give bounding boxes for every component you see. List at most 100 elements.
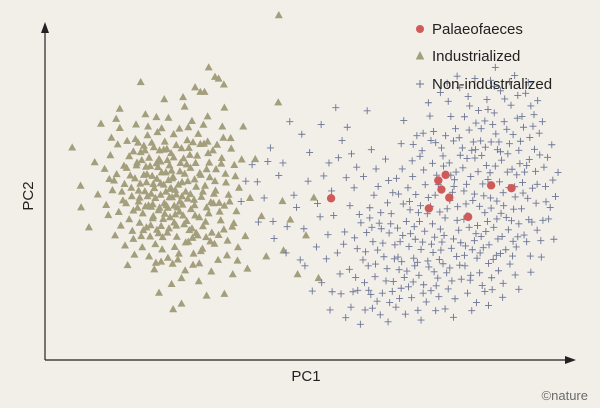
point-industrialized-226 [151,193,160,201]
point-industrialized-169 [215,198,224,206]
point-non-industrialized-368 [254,218,262,226]
point-non-industrialized-105 [495,178,503,186]
point-non-industrialized-91 [505,78,513,86]
point-non-industrialized-157 [337,290,345,298]
point-industrialized-146 [112,169,121,178]
point-non-industrialized-150 [435,293,443,301]
point-non-industrialized-65 [507,101,515,109]
point-non-industrialized-8 [463,154,471,162]
point-non-industrialized-365 [264,158,272,166]
point-industrialized-193 [184,237,193,245]
point-industrialized-129 [140,187,149,195]
point-industrialized-22 [179,92,188,101]
point-industrialized-238 [202,165,211,173]
point-non-industrialized-37 [377,225,385,233]
point-industrialized-160 [132,120,141,128]
point-non-industrialized-85 [266,144,274,152]
point-industrialized-219 [150,183,159,192]
point-non-industrialized-53 [396,294,404,302]
point-industrialized-47 [150,265,159,273]
point-non-industrialized-58 [537,237,545,245]
point-industrialized-102 [191,211,200,219]
point-industrialized-297 [210,72,219,80]
point-industrialized-272 [84,223,93,231]
point-non-industrialized-190 [421,181,429,189]
point-non-industrialized-86 [283,223,291,231]
point-non-industrialized-367 [237,197,245,205]
point-industrialized-16 [157,257,166,265]
point-non-industrialized-303 [519,189,527,197]
point-non-industrialized-172 [397,140,405,148]
point-industrialized-251 [172,221,181,229]
point-non-industrialized-201 [456,151,464,159]
point-industrialized-264 [175,207,184,215]
point-industrialized-149 [128,226,137,234]
point-non-industrialized-236 [472,230,480,238]
point-non-industrialized-35 [398,258,406,266]
point-non-industrialized-269 [409,278,417,286]
point-non-industrialized-213 [325,159,333,167]
point-non-industrialized-252 [460,251,468,259]
point-non-industrialized-214 [518,179,526,187]
point-non-industrialized-208 [384,199,392,207]
point-non-industrialized-354 [419,129,427,137]
point-industrialized-98 [199,120,208,128]
point-industrialized-134 [130,250,139,258]
point-non-industrialized-192 [399,200,407,208]
point-non-industrialized-141 [371,273,379,281]
point-industrialized-153 [181,266,190,274]
point-industrialized-195 [105,174,114,183]
point-non-industrialized-154 [376,311,384,319]
point-non-industrialized-382 [468,307,476,315]
point-industrialized-76 [202,203,211,211]
point-non-industrialized-109 [431,191,439,199]
point-non-industrialized-54 [472,299,480,307]
point-industrialized-217 [139,170,148,178]
point-non-industrialized-296 [419,238,427,246]
point-industrialized-186 [208,146,217,154]
point-industrialized-65 [225,197,234,205]
point-non-industrialized-352 [442,132,450,140]
point-industrialized-239 [167,166,176,174]
point-non-industrialized-258 [389,278,397,286]
point-industrialized-117 [214,255,223,263]
point-non-industrialized-81 [290,191,298,199]
point-non-industrialized-186 [471,154,479,162]
point-non-industrialized-16 [493,215,501,223]
point-non-industrialized-209 [370,191,378,199]
point-non-industrialized-47 [322,255,330,263]
point-industrialized-213 [120,179,129,187]
point-non-industrialized-200 [468,146,476,154]
point-non-industrialized-50 [427,287,435,295]
point-non-industrialized-30 [446,264,454,272]
legend-marker-industrialized [415,51,425,60]
point-non-industrialized-2 [520,123,528,131]
point-non-industrialized-0 [484,105,492,113]
point-industrialized-256 [180,169,189,177]
point-non-industrialized-401 [524,78,532,86]
point-non-industrialized-149 [451,295,459,303]
point-non-industrialized-234 [494,235,502,243]
point-industrialized-133 [205,158,214,166]
point-non-industrialized-41 [353,245,361,253]
point-non-industrialized-222 [429,220,437,228]
point-non-industrialized-399 [487,76,495,84]
point-non-industrialized-80 [306,148,314,156]
point-non-industrialized-39 [382,277,390,285]
point-industrialized-83 [219,225,228,233]
point-non-industrialized-73 [418,147,426,155]
point-industrialized-30 [111,231,120,239]
point-non-industrialized-193 [387,210,395,218]
point-non-industrialized-55 [488,286,496,294]
point-industrialized-113 [227,144,236,152]
point-industrialized-91 [228,270,237,278]
point-industrialized-271 [163,203,172,211]
point-non-industrialized-33 [402,217,410,225]
point-non-industrialized-11 [499,189,507,197]
point-non-industrialized-158 [523,238,531,246]
point-industrialized-201 [197,192,206,200]
point-industrialized-280 [262,252,271,260]
point-non-industrialized-393 [456,84,464,92]
point-non-industrialized-114 [455,226,463,234]
point-non-industrialized-335 [487,138,495,146]
